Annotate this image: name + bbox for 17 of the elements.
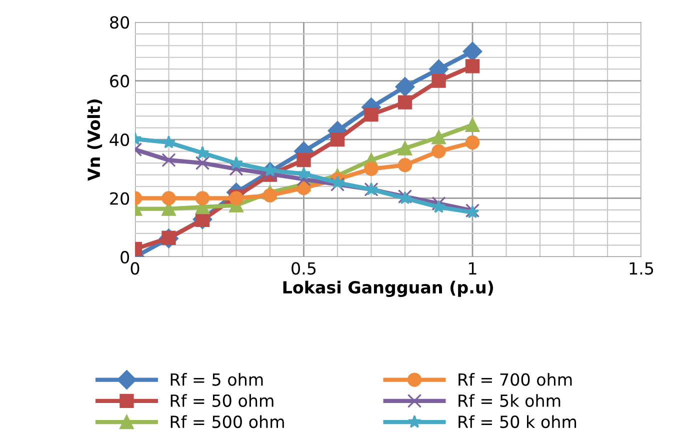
y-tick-label: 40	[110, 134, 130, 146]
legend-label: Rf = 5 ohm	[170, 372, 263, 386]
y-tick-label: 20	[110, 192, 130, 205]
x-tick-label: 1.5	[630, 262, 654, 275]
legend-label: Rf = 700 ohm	[458, 372, 572, 386]
y-tick-label: 0	[120, 250, 130, 264]
legend-label: Rf = 500 ohm	[170, 415, 284, 428]
y-tick-label: 60	[110, 74, 130, 88]
x-tick-label: 0.5	[292, 262, 316, 275]
x-axis-title: Lokasi Gangguan (p.u)	[283, 280, 494, 297]
legend-label: Rf = 5k ohm	[458, 394, 560, 407]
x-tick-label: 1	[469, 262, 476, 274]
y-tick-label: 80	[110, 16, 130, 29]
legend-label: Rf = 50 k ohm	[458, 415, 576, 428]
x-tick-label: 0	[130, 262, 140, 275]
y-axis-title: Vn (Volt)	[87, 100, 102, 181]
legend-label: Rf = 50 ohm	[170, 394, 274, 407]
